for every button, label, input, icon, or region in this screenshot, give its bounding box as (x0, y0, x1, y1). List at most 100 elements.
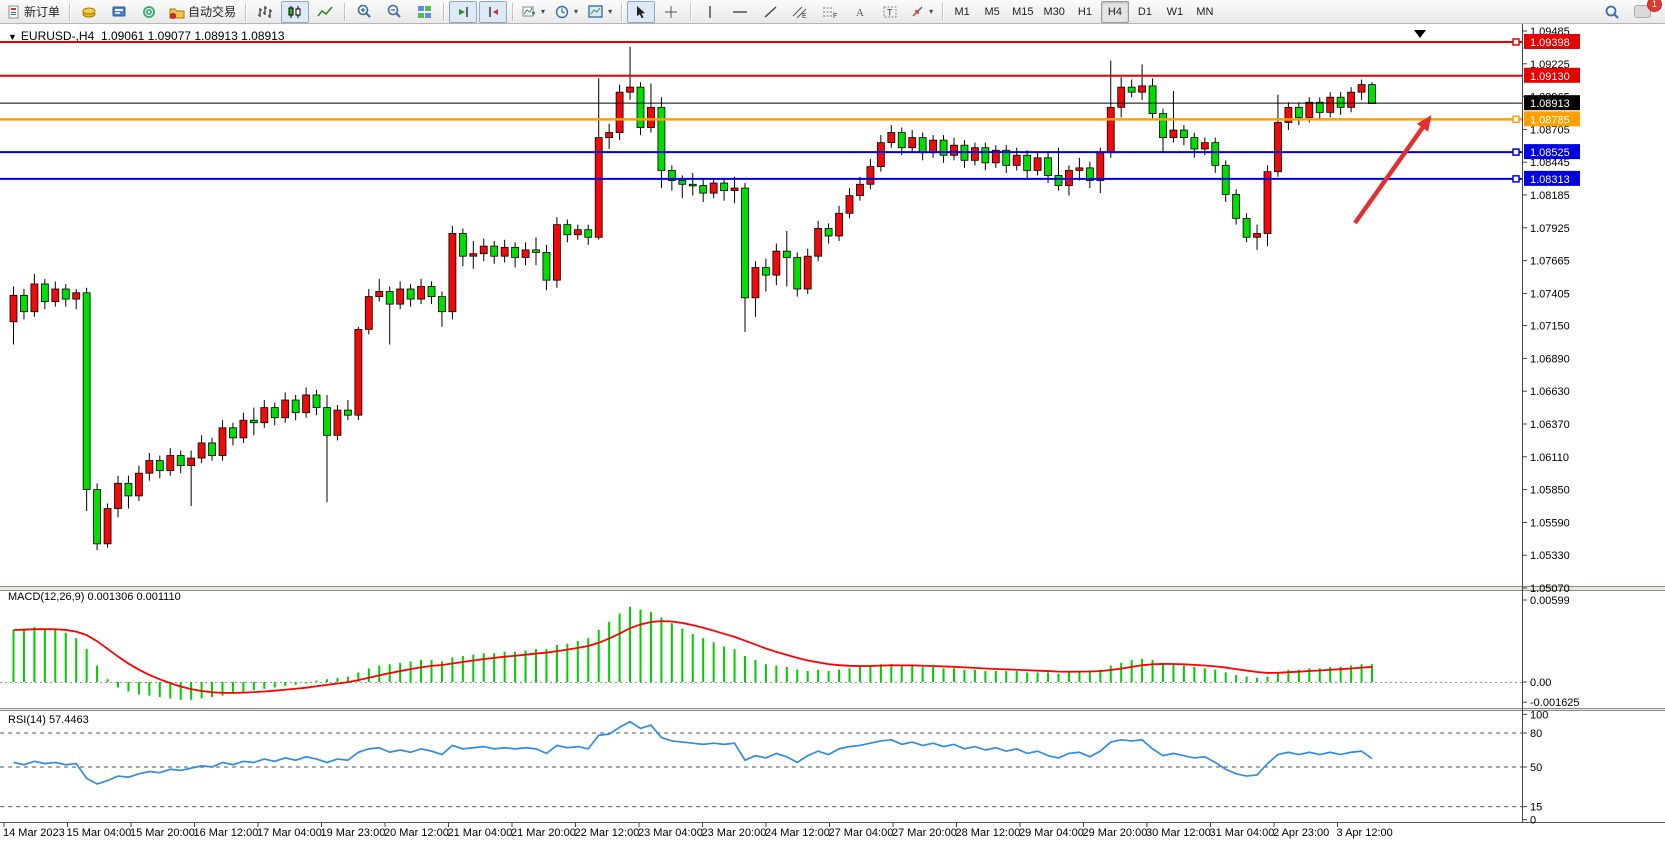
fibonacci-tool-button[interactable]: F (816, 1, 844, 23)
periods-button[interactable]: ▾ (551, 1, 582, 23)
market-watch-button[interactable] (75, 1, 103, 23)
timeframe-m30-button-label: M30 (1043, 5, 1065, 18)
chevron-down-icon: ▾ (608, 7, 613, 16)
arrows-icon (910, 5, 925, 19)
pane-splitter[interactable] (0, 586, 1665, 591)
svg-text:0.00: 0.00 (1530, 677, 1551, 689)
zoom-out-icon (387, 4, 402, 19)
svg-text:23 Mar 04:00: 23 Mar 04:00 (638, 827, 703, 839)
search-button[interactable] (1598, 1, 1626, 23)
horizontal-level-lines[interactable] (0, 38, 1522, 183)
cursor-tool-button[interactable] (627, 0, 656, 23)
timeframe-d1-button[interactable]: D1 (1131, 1, 1159, 23)
text-tool-button[interactable]: A (846, 1, 874, 23)
macd-signal-line (13, 620, 1373, 694)
trendline-icon (763, 5, 778, 19)
svg-text:1.07665: 1.07665 (1530, 256, 1570, 268)
candles-icon (287, 5, 303, 19)
timeframe-h4-button-label: H4 (1107, 5, 1122, 18)
crosshair-tool-button[interactable] (657, 1, 685, 23)
price-badge-1.09130 (1524, 67, 1580, 83)
arrows-tool-button[interactable]: ▾ (906, 1, 937, 23)
svg-text:1.08313: 1.08313 (1530, 174, 1570, 186)
auto-scroll-button[interactable] (449, 0, 478, 23)
svg-text:15: 15 (1530, 802, 1542, 814)
zoom-out-button[interactable] (380, 1, 408, 23)
timeframe-h4-button[interactable]: H4 (1100, 0, 1129, 23)
timeframe-m15-button[interactable]: M15 (1008, 1, 1037, 23)
svg-text:15 Mar 20:00: 15 Mar 20:00 (130, 827, 195, 839)
timeframe-d1-button-label: D1 (1137, 5, 1152, 18)
chart-bars-button[interactable] (251, 1, 279, 23)
toolbar-separator (245, 2, 247, 21)
channel-tool-button[interactable]: E (786, 1, 814, 23)
svg-text:21 Mar 20:00: 21 Mar 20:00 (511, 827, 576, 839)
chart-title-dropdown-icon[interactable]: ▼ (8, 32, 17, 42)
crosshair-icon (664, 5, 679, 19)
timeframe-mn-button[interactable]: MN (1191, 1, 1219, 23)
price-chart-canvas[interactable]: 1.094851.092251.089651.087051.084451.081… (0, 24, 1665, 844)
market-watch-icon (82, 5, 97, 19)
new-order-button[interactable]: 新订单 (3, 1, 64, 23)
timeframe-h1-button[interactable]: H1 (1071, 1, 1099, 23)
macd-signal-value: 0.001110 (136, 591, 181, 603)
svg-text:0: 0 (1530, 815, 1536, 827)
rsi-value: 57.4463 (48, 714, 89, 726)
trendline-tool-button[interactable] (756, 1, 784, 23)
macd-axis: 0.00599 0.00 -0.001625 (1522, 595, 1580, 709)
svg-text:29 Mar 04:00: 29 Mar 04:00 (1019, 827, 1084, 839)
scroll-end-marker-icon[interactable] (1414, 30, 1426, 38)
macd-pane (0, 606, 1522, 700)
vertical-line-tool-button[interactable] (696, 1, 724, 23)
zoom-in-button[interactable] (350, 1, 378, 23)
candlestick-series[interactable] (9, 46, 1376, 551)
svg-text:1.08705: 1.08705 (1530, 124, 1570, 136)
timeframe-m5-button[interactable]: M5 (978, 1, 1006, 23)
svg-text:16 Mar 12:00: 16 Mar 12:00 (194, 827, 259, 839)
svg-text:24 Mar 12:00: 24 Mar 12:00 (765, 827, 830, 839)
auto-trading-button[interactable]: 自动交易 (165, 1, 240, 23)
chart-candles-button[interactable] (281, 0, 310, 23)
rsi-pane (0, 720, 1522, 808)
ohlc-high: 1.09077 (147, 29, 192, 43)
chart-background (0, 24, 1665, 844)
svg-text:1.05070: 1.05070 (1530, 583, 1570, 595)
signals-button[interactable] (135, 1, 163, 23)
macd-indicator-label: MACD(12,26,9) 0.001306 0.001110 (8, 591, 181, 603)
timeframe-mn-button-label: MN (1196, 5, 1214, 18)
chart-shift-button[interactable] (479, 0, 508, 23)
timeframe-w1-button[interactable]: W1 (1161, 1, 1189, 23)
svg-text:1.08185: 1.08185 (1530, 190, 1570, 202)
horizontal-line-tool-button[interactable] (726, 1, 754, 23)
trend-arrow-annotation[interactable] (1353, 115, 1432, 225)
templates-button[interactable]: ▾ (584, 1, 616, 23)
hline-icon (732, 5, 748, 19)
bars-icon (257, 5, 273, 19)
signals-icon (142, 5, 157, 19)
toolbar-separator (621, 2, 623, 21)
chart-area[interactable]: 1.094851.092251.089651.087051.084451.081… (0, 24, 1665, 844)
new-chart-button[interactable]: ▾ (518, 1, 549, 23)
svg-text:1.08785: 1.08785 (1530, 114, 1570, 126)
svg-text:20 Mar 12:00: 20 Mar 12:00 (384, 827, 449, 839)
channel-icon: E (792, 5, 808, 20)
pane-splitter[interactable] (0, 708, 1665, 711)
search-icon (1604, 4, 1620, 20)
chat-bubble-icon (1633, 5, 1651, 18)
ohlc-low: 1.08913 (194, 29, 238, 43)
svg-text:23 Mar 20:00: 23 Mar 20:00 (702, 827, 767, 839)
tile-windows-button[interactable] (410, 1, 438, 23)
timeframe-m1-button[interactable]: M1 (948, 1, 976, 23)
vline-icon (705, 5, 715, 19)
timeframe-m30-button[interactable]: M30 (1040, 1, 1069, 23)
notifications-button[interactable]: 1 (1628, 0, 1662, 23)
label-tool-button[interactable]: T (876, 1, 904, 23)
svg-text:1.07405: 1.07405 (1530, 288, 1570, 300)
label-icon: T (883, 5, 897, 19)
navigator-button[interactable] (105, 1, 133, 23)
chart-line-button[interactable] (311, 1, 339, 23)
svg-text:1.06110: 1.06110 (1530, 452, 1569, 464)
svg-text:1.08445: 1.08445 (1530, 157, 1570, 169)
price-badge-1.09398 (1524, 33, 1580, 49)
